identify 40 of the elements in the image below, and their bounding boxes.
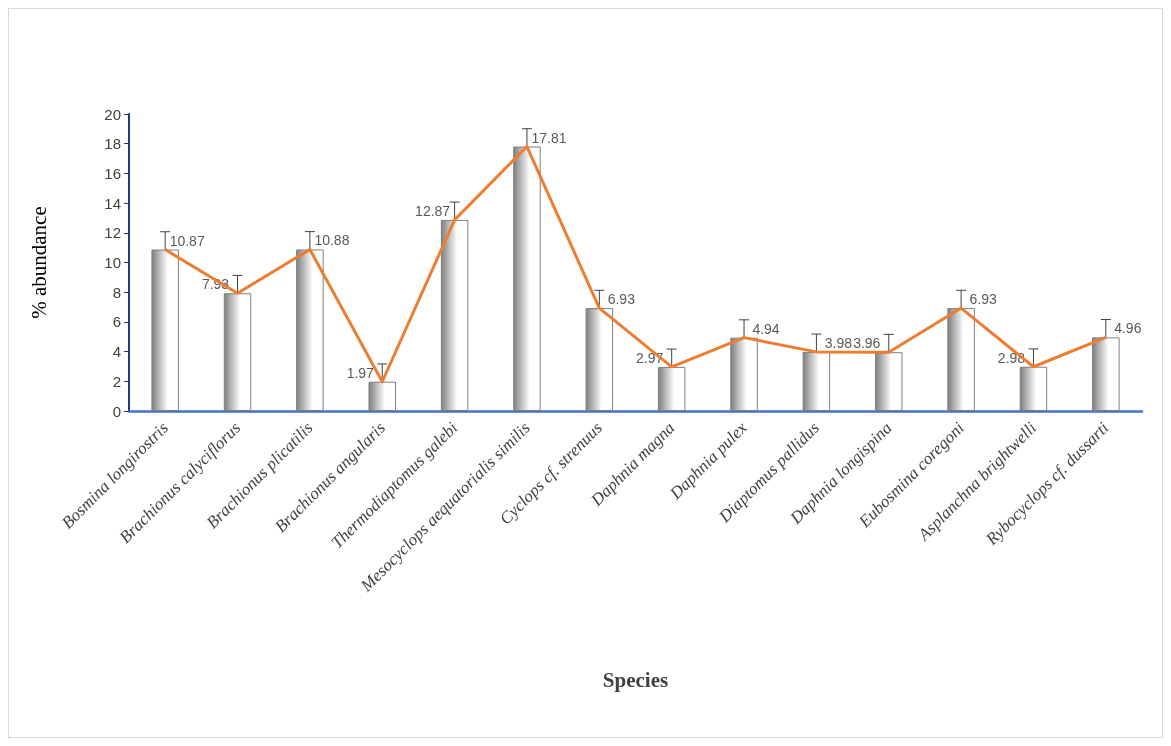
data-label: 2.97 xyxy=(636,349,664,366)
data-label: 1.97 xyxy=(346,364,375,381)
bar xyxy=(440,219,469,411)
bar xyxy=(223,293,252,411)
bar xyxy=(1092,337,1120,411)
y-tick-label: 10 xyxy=(104,254,121,271)
y-tick-label: 6 xyxy=(112,313,121,331)
y-tick-label: 20 xyxy=(104,105,121,123)
y-tick-label: 4 xyxy=(112,343,121,361)
data-label: 10.87 xyxy=(169,232,205,249)
bar xyxy=(585,308,614,411)
y-tick-label: 14 xyxy=(104,194,121,212)
data-label: 17.81 xyxy=(531,129,567,146)
data-label: 6.93 xyxy=(969,291,997,308)
bar xyxy=(368,381,396,411)
y-tick-label: 2 xyxy=(112,372,121,390)
data-label: 3.98 xyxy=(824,334,853,351)
y-tick-label: 0 xyxy=(112,402,121,420)
bar xyxy=(802,351,831,411)
y-tick-label: 16 xyxy=(104,164,121,182)
y-tick-label: 12 xyxy=(104,224,121,242)
y-tick-label: 18 xyxy=(104,135,121,153)
y-axis-title: % abundance xyxy=(26,206,51,319)
data-label: 4.94 xyxy=(752,320,780,337)
data-label: 6.93 xyxy=(607,291,636,308)
bar xyxy=(151,249,179,411)
x-axis-title: Species xyxy=(602,667,669,692)
data-label: 10.88 xyxy=(314,232,350,249)
y-tick-label: 8 xyxy=(112,283,121,301)
data-label: 12.87 xyxy=(415,202,451,219)
bar xyxy=(657,366,686,411)
bar xyxy=(875,352,903,411)
line-series xyxy=(163,145,1108,384)
bar xyxy=(730,337,758,411)
bar xyxy=(513,146,541,411)
bar xyxy=(947,308,975,411)
data-label: 3.96 xyxy=(853,335,881,352)
data-label: 4.96 xyxy=(1114,320,1142,337)
bar xyxy=(296,249,324,411)
bar xyxy=(1019,366,1048,411)
